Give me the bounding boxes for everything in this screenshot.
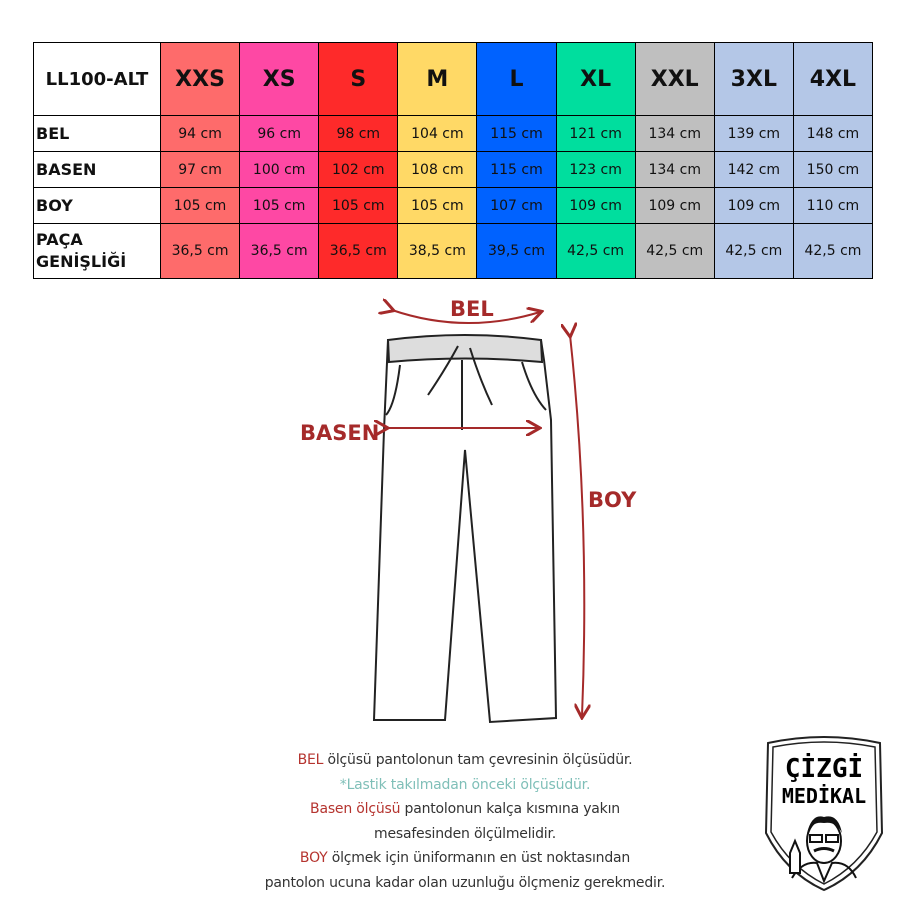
boy-arrow xyxy=(570,335,584,716)
size-header: M xyxy=(397,42,478,116)
boy-label: BOY xyxy=(588,488,637,512)
note-key: Basen ölçüsü xyxy=(310,801,401,817)
measurement-cell: 94 cm xyxy=(159,115,241,152)
measurement-cell: 108 cm xyxy=(397,151,478,188)
measurement-cell: 42,5 cm xyxy=(713,223,794,279)
cizgi-medikal-logo: ÇİZGİ MEDİKAL xyxy=(764,736,884,892)
measurement-cell: 109 cm xyxy=(634,187,715,224)
bel-arrow xyxy=(392,310,540,325)
measurement-cell: 98 cm xyxy=(318,115,399,152)
measurement-cell: 42,5 cm xyxy=(634,223,715,279)
pants-outline xyxy=(372,334,558,724)
measurement-cell: 109 cm xyxy=(713,187,794,224)
size-header: XL xyxy=(555,42,636,116)
measurement-cell: 97 cm xyxy=(159,151,241,188)
size-header: 3XL xyxy=(713,42,794,116)
measurement-cell: 115 cm xyxy=(476,151,557,188)
basen-label: BASEN xyxy=(300,421,379,445)
size-header: XXL xyxy=(634,42,715,116)
measurement-cell: 109 cm xyxy=(555,187,636,224)
note-text: *Lastik takılmadan önceki ölçüsüdür. xyxy=(339,776,591,793)
measurement-cell: 150 cm xyxy=(792,151,874,188)
size-header: 4XL xyxy=(792,42,874,116)
measurement-cell: 42,5 cm xyxy=(792,223,874,279)
measurement-cell: 96 cm xyxy=(239,115,320,152)
measurement-cell: 36,5 cm xyxy=(159,223,241,279)
measurement-cell: 42,5 cm xyxy=(555,223,636,279)
size-header: XS xyxy=(239,42,320,116)
measurement-notes: BEL ölçüsü pantolonun tam çevresinin ölç… xyxy=(200,748,730,895)
note-text: mesafesinden ölçülmelidir. xyxy=(374,825,556,842)
note-text: ölçüsü pantolonun tam çevresinin ölçüsüd… xyxy=(323,752,633,768)
measurement-cell: 121 cm xyxy=(555,115,636,152)
measurement-cell: 105 cm xyxy=(397,187,478,224)
size-chart-table: LL100-ALT XXS XS S M L XL XXL 3XL 4XL BE… xyxy=(33,42,874,279)
measurement-cell: 148 cm xyxy=(792,115,874,152)
row-label-line: PAÇA xyxy=(36,230,83,249)
row-label: PAÇA GENİŞLİĞİ xyxy=(33,223,161,279)
logo-line2: MEDİKAL xyxy=(782,784,866,808)
measurement-cell: 102 cm xyxy=(318,151,399,188)
measurement-cell: 142 cm xyxy=(713,151,794,188)
measurement-cell: 134 cm xyxy=(634,115,715,152)
size-header: L xyxy=(476,42,557,116)
measurement-cell: 100 cm xyxy=(239,151,320,188)
measurement-cell: 36,5 cm xyxy=(239,223,320,279)
logo-line1: ÇİZGİ xyxy=(785,752,863,784)
note-text: pantolon ucuna kadar olan uzunluğu ölçme… xyxy=(264,874,666,891)
table-row: PAÇA GENİŞLİĞİ 36,5 cm 36,5 cm 36,5 cm 38,5 c… xyxy=(33,223,874,279)
row-label: BEL xyxy=(33,115,161,152)
row-label: BASEN xyxy=(33,151,161,188)
measurement-cell: 39,5 cm xyxy=(476,223,557,279)
measurement-cell: 105 cm xyxy=(159,187,241,224)
table-row: BOY 105 cm 105 cm 105 cm 105 cm 107 cm 109 cm 1… xyxy=(33,187,874,224)
row-label-line: GENİŞLİĞİ xyxy=(36,252,127,271)
measurement-cell: 105 cm xyxy=(318,187,399,224)
mascot-icon xyxy=(789,816,857,884)
product-code: LL100-ALT xyxy=(33,42,161,116)
size-header: XXS xyxy=(159,42,241,116)
note-key: BOY xyxy=(299,850,328,866)
header-row: LL100-ALT XXS XS S M L XL XXL 3XL 4XL xyxy=(33,42,874,116)
measurement-cell: 139 cm xyxy=(713,115,794,152)
table-row: BEL 94 cm 96 cm 98 cm 104 cm 115 cm 121 cm 134 … xyxy=(33,115,874,152)
note-text: pantolonun kalça kısmına yakın xyxy=(400,801,621,817)
note-key: BEL xyxy=(297,752,324,768)
measurement-cell: 107 cm xyxy=(476,187,557,224)
bel-label: BEL xyxy=(450,297,494,321)
measurement-cell: 36,5 cm xyxy=(318,223,399,279)
measurement-cell: 123 cm xyxy=(555,151,636,188)
measurement-cell: 38,5 cm xyxy=(397,223,478,279)
measurement-cell: 110 cm xyxy=(792,187,874,224)
note-text: ölçmek için üniformanın en üst noktasınd… xyxy=(327,850,631,866)
